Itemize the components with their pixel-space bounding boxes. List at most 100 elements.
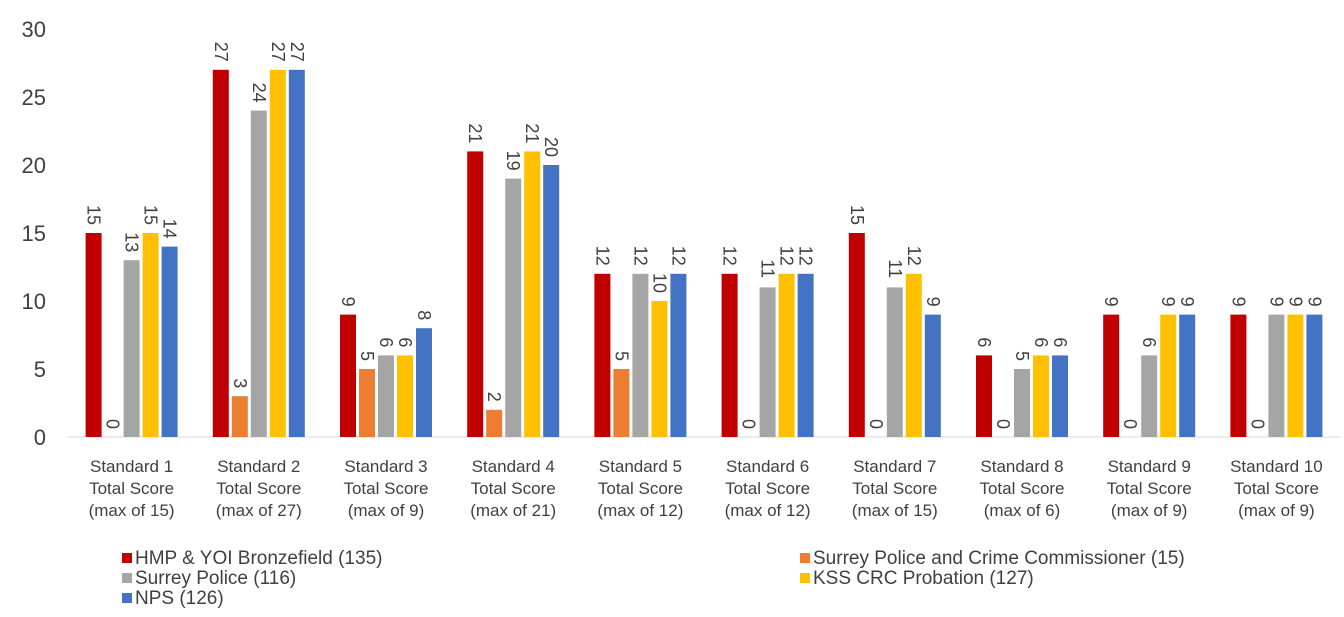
y-tick-label: 30 (22, 17, 46, 42)
data-label-0-1: 27 (211, 42, 231, 62)
bar-4-7 (1052, 355, 1068, 437)
legend-item-series-0: HMP & YOI Bronzefield (135) (122, 549, 382, 568)
x-category-label-7-2: (max of 6) (984, 501, 1061, 520)
bar-2-3 (505, 178, 522, 437)
data-label-1-0: 0 (103, 419, 123, 429)
x-category-label-2-2: (max of 9) (348, 501, 425, 520)
data-label-1-8: 0 (1120, 419, 1140, 429)
data-label-3-9: 9 (1285, 297, 1305, 307)
x-category-label-2-1: Total Score (343, 479, 428, 498)
data-label-3-2: 6 (395, 337, 415, 347)
bar-4-8 (1179, 314, 1196, 437)
legend-item-series-3: KSS CRC Probation (127) (800, 569, 1034, 588)
data-label-2-1: 24 (249, 83, 269, 103)
legend-swatch-series-1 (800, 553, 810, 563)
data-label-1-9: 0 (1247, 419, 1267, 429)
data-label-4-9: 9 (1304, 297, 1324, 307)
x-category-label-1-2: (max of 27) (216, 501, 302, 520)
data-label-3-7: 6 (1031, 337, 1051, 347)
y-tick-label: 15 (22, 221, 46, 246)
x-category-label-6-1: Total Score (852, 479, 937, 498)
bar-2-9 (1268, 314, 1285, 437)
data-label-1-4: 5 (611, 351, 631, 361)
bar-2-2 (378, 355, 394, 437)
bar-0-1 (212, 69, 229, 438)
data-label-4-8: 9 (1177, 297, 1197, 307)
data-label-4-4: 12 (668, 246, 688, 266)
legend-label-series-1: Surrey Police and Crime Commissioner (15… (813, 548, 1185, 569)
x-category-label-0-2: (max of 15) (89, 501, 175, 520)
data-label-3-6: 12 (904, 246, 924, 266)
bar-2-1 (250, 110, 267, 437)
x-category-label-4-0: Standard 5 (599, 457, 682, 476)
y-tick-label: 10 (22, 289, 46, 314)
bar-2-8 (1141, 355, 1158, 437)
x-category-label-7-1: Total Score (979, 479, 1064, 498)
bar-4-1 (288, 69, 305, 438)
bar-3-8 (1160, 314, 1177, 437)
legend-label-series-3: KSS CRC Probation (127) (813, 568, 1034, 589)
bar-0-9 (1230, 314, 1247, 437)
data-label-0-5: 12 (720, 246, 740, 266)
bar-3-7 (1033, 355, 1049, 437)
bar-1-1 (231, 396, 248, 437)
x-category-label-6-0: Standard 7 (853, 457, 936, 476)
bar-0-8 (1103, 314, 1120, 437)
data-label-4-7: 6 (1050, 337, 1070, 347)
data-label-1-7: 0 (993, 419, 1013, 429)
x-category-label-5-2: (max of 12) (725, 501, 811, 520)
data-label-4-1: 27 (287, 42, 307, 62)
bar-4-2 (416, 328, 432, 437)
bar-2-5 (759, 287, 776, 437)
bar-3-9 (1287, 314, 1304, 437)
data-label-4-0: 14 (160, 219, 180, 239)
data-label-2-9: 9 (1266, 297, 1286, 307)
bar-1-4 (613, 369, 630, 437)
data-label-3-1: 27 (268, 42, 288, 62)
data-label-4-3: 20 (541, 137, 561, 157)
bar-3-3 (524, 151, 541, 437)
data-label-4-6: 9 (923, 297, 943, 307)
legend-swatch-series-2 (122, 573, 132, 583)
data-label-3-8: 9 (1158, 297, 1178, 307)
x-category-label-8-1: Total Score (1107, 479, 1192, 498)
legend-swatch-series-3 (800, 573, 810, 583)
data-label-0-4: 12 (592, 246, 612, 266)
bar-4-0 (161, 246, 178, 437)
bar-0-2 (340, 314, 356, 437)
data-label-3-4: 10 (649, 273, 669, 293)
bar-0-5 (721, 273, 738, 437)
legend-label-series-4: NPS (126) (135, 588, 224, 609)
bar-3-5 (778, 273, 795, 437)
data-label-4-5: 12 (796, 246, 816, 266)
x-category-label-5-1: Total Score (725, 479, 810, 498)
bar-0-7 (976, 355, 992, 437)
y-tick-label: 25 (22, 85, 46, 110)
bar-3-0 (142, 233, 159, 437)
data-label-2-8: 6 (1139, 337, 1159, 347)
bar-3-4 (651, 301, 668, 437)
bar-0-6 (848, 233, 865, 437)
bar-0-0 (85, 233, 102, 437)
x-category-label-9-2: (max of 9) (1238, 501, 1315, 520)
data-label-1-2: 5 (357, 351, 377, 361)
bar-1-2 (359, 369, 375, 437)
data-label-3-3: 21 (522, 123, 542, 143)
data-label-0-2: 9 (338, 297, 358, 307)
data-label-4-2: 8 (414, 310, 434, 320)
bar-3-2 (397, 355, 413, 437)
x-category-label-8-0: Standard 9 (1108, 457, 1191, 476)
x-category-label-6-2: (max of 15) (852, 501, 938, 520)
bar-2-0 (123, 260, 140, 437)
legend-item-series-1: Surrey Police and Crime Commissioner (15… (800, 549, 1185, 568)
bar-0-4 (594, 273, 611, 437)
legend-item-series-2: Surrey Police (116) (122, 569, 296, 588)
data-label-1-6: 0 (866, 419, 886, 429)
data-label-2-5: 11 (758, 259, 778, 278)
legend-swatch-series-0 (122, 553, 132, 563)
data-label-1-3: 2 (484, 392, 504, 402)
x-category-label-8-2: (max of 9) (1111, 501, 1188, 520)
bar-4-5 (797, 273, 814, 437)
bar-2-6 (886, 287, 903, 437)
